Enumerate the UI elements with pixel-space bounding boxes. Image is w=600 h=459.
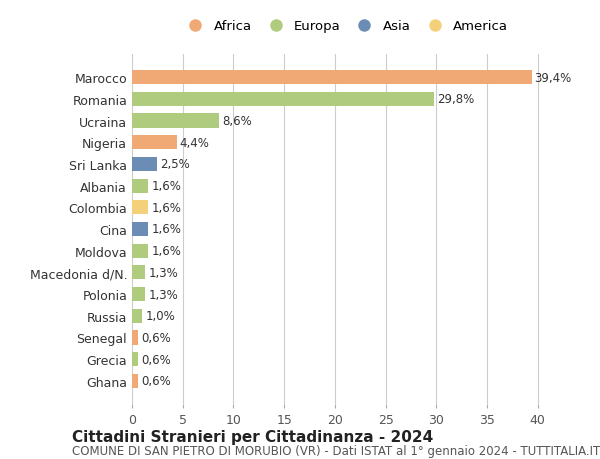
Bar bbox=[132, 136, 176, 150]
Text: 1,6%: 1,6% bbox=[151, 245, 181, 257]
Text: 1,6%: 1,6% bbox=[151, 180, 181, 193]
Bar bbox=[132, 330, 138, 345]
Bar bbox=[132, 244, 148, 258]
Text: 2,5%: 2,5% bbox=[160, 158, 190, 171]
Text: COMUNE DI SAN PIETRO DI MORUBIO (VR) - Dati ISTAT al 1° gennaio 2024 - TUTTITALI: COMUNE DI SAN PIETRO DI MORUBIO (VR) - D… bbox=[72, 444, 600, 458]
Bar bbox=[132, 374, 138, 388]
Text: 39,4%: 39,4% bbox=[535, 72, 572, 84]
Text: 1,3%: 1,3% bbox=[148, 266, 178, 279]
Bar bbox=[132, 266, 145, 280]
Text: 0,6%: 0,6% bbox=[141, 353, 171, 366]
Bar bbox=[132, 287, 145, 302]
Text: 1,6%: 1,6% bbox=[151, 223, 181, 236]
Text: 29,8%: 29,8% bbox=[437, 93, 475, 106]
Text: 0,6%: 0,6% bbox=[141, 375, 171, 387]
Text: 1,6%: 1,6% bbox=[151, 202, 181, 214]
Text: Cittadini Stranieri per Cittadinanza - 2024: Cittadini Stranieri per Cittadinanza - 2… bbox=[72, 429, 433, 444]
Text: 4,4%: 4,4% bbox=[179, 136, 209, 149]
Text: 1,0%: 1,0% bbox=[145, 310, 175, 323]
Bar bbox=[132, 157, 157, 172]
Bar bbox=[132, 114, 219, 129]
Bar bbox=[132, 353, 138, 366]
Bar bbox=[132, 71, 532, 85]
Bar bbox=[132, 201, 148, 215]
Bar bbox=[132, 179, 148, 193]
Bar bbox=[132, 223, 148, 236]
Bar bbox=[132, 309, 142, 323]
Legend: Africa, Europa, Asia, America: Africa, Europa, Asia, America bbox=[178, 17, 512, 37]
Text: 1,3%: 1,3% bbox=[148, 288, 178, 301]
Text: 0,6%: 0,6% bbox=[141, 331, 171, 344]
Bar bbox=[132, 93, 434, 106]
Text: 8,6%: 8,6% bbox=[222, 115, 252, 128]
